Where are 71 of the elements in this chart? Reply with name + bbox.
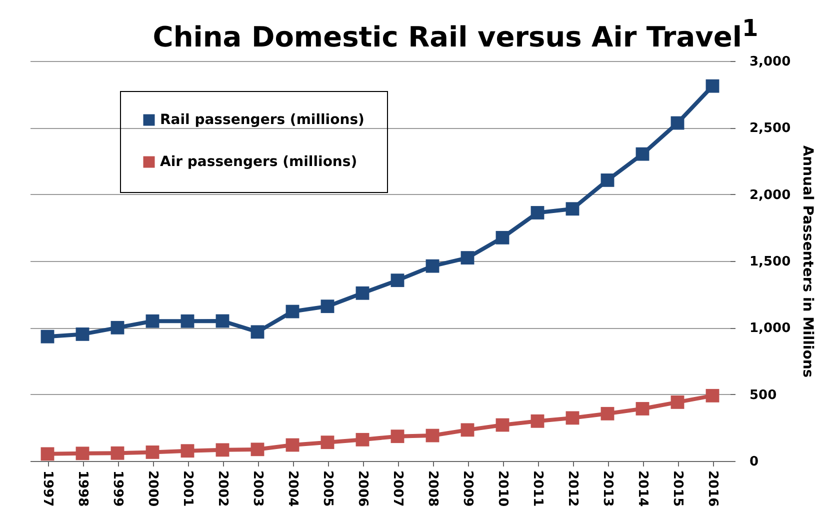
point	[530, 414, 544, 428]
point	[320, 300, 334, 314]
x-tick-label: 1997	[40, 470, 55, 507]
point	[146, 314, 160, 328]
y-tick-label: 1,000	[750, 321, 791, 336]
point	[286, 438, 300, 452]
y-tick-label: 1,500	[750, 254, 791, 270]
point	[356, 432, 370, 446]
point	[426, 428, 440, 442]
x-tick-label: 2006	[355, 470, 370, 507]
point	[390, 274, 404, 288]
point	[600, 173, 614, 187]
x-tick-label: 2013	[600, 470, 615, 507]
point	[706, 388, 720, 402]
point	[496, 230, 510, 244]
point	[180, 444, 194, 458]
x-tick-label: 2004	[285, 470, 300, 507]
y-tick-label: 500	[750, 388, 777, 403]
point	[390, 430, 404, 444]
point	[670, 116, 684, 130]
point	[216, 443, 230, 457]
x-tick-label: 2000	[145, 470, 160, 507]
point	[636, 147, 650, 161]
legend-label: Air passengers (millions)	[160, 154, 358, 170]
point	[566, 202, 580, 216]
legend-label: Rail passengers (millions)	[160, 112, 364, 128]
point	[76, 446, 90, 460]
x-tick-label: 2009	[460, 470, 475, 507]
y-axis-title: Annual Passenters in Millions	[800, 145, 816, 378]
x-tick-label: 2003	[250, 470, 265, 507]
point	[566, 411, 580, 425]
point	[670, 395, 684, 409]
x-tick-label: 1998	[75, 470, 90, 507]
x-tick-label: 2014	[635, 470, 650, 507]
point	[146, 445, 160, 459]
point	[216, 314, 230, 328]
point	[320, 436, 334, 450]
point	[40, 447, 54, 461]
point	[706, 79, 720, 93]
chart-title: China Domestic Rail versus Air Travel$^{1}$	[152, 13, 760, 54]
y-tick-label: 2,500	[750, 121, 791, 136]
x-tick-label: 2008	[425, 470, 440, 507]
x-tick-label: 2011	[530, 470, 545, 507]
point	[180, 314, 194, 328]
point	[636, 402, 650, 416]
point	[110, 446, 124, 460]
point	[496, 418, 510, 432]
x-tick-label: 2007	[390, 470, 405, 507]
x-tick-label: 2012	[565, 470, 580, 507]
point	[460, 251, 474, 265]
point	[530, 206, 544, 220]
point	[250, 325, 264, 339]
y-tick-label: 0	[750, 454, 759, 470]
point	[426, 259, 440, 273]
x-tick-label: 2002	[215, 470, 230, 507]
x-tick-label: 2015	[670, 470, 685, 507]
point	[76, 327, 90, 341]
point	[286, 304, 300, 318]
x-tick-label: 2001	[180, 470, 195, 507]
x-tick-label: 2005	[320, 470, 335, 507]
point	[600, 406, 614, 420]
point	[460, 423, 474, 437]
point	[250, 442, 264, 456]
x-tick-label: 2010	[495, 470, 510, 507]
y-tick-label: 2,000	[750, 188, 791, 203]
y-tick-label: 3,000	[750, 54, 791, 70]
x-tick-label: 1999	[110, 470, 125, 507]
point	[40, 330, 54, 344]
point	[110, 320, 124, 334]
x-tick-label: 2016	[705, 470, 720, 507]
point	[356, 286, 370, 300]
